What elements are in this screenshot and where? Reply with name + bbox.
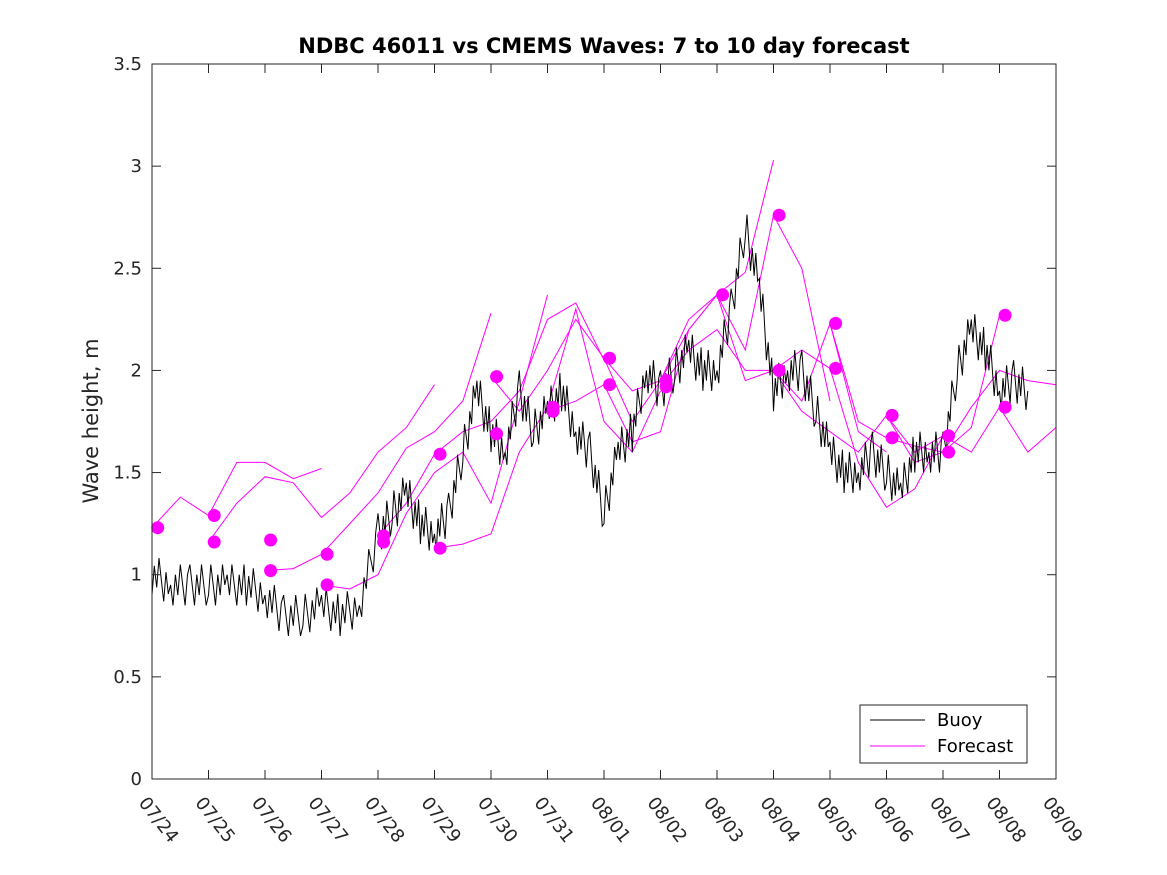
forecast-marker-12 [490,427,504,441]
forecast-marker-24 [885,408,899,422]
forecast-marker-4 [264,564,278,578]
forecast-line-1 [208,384,435,543]
forecast-marker-2 [207,535,221,549]
forecast-line-13 [886,406,1057,453]
forecast-marker-23 [829,361,843,375]
forecast-marker-11 [490,370,504,384]
legend-buoy-label: Buoy [937,710,983,731]
plot-area [151,159,1057,637]
y-tick-label: 2.5 [113,258,142,279]
forecast-marker-10 [433,541,447,555]
forecast-marker-19 [716,288,730,302]
y-tick-label: 1 [131,565,142,586]
forecast-marker-5 [320,547,334,561]
y-tick-label: 0 [131,769,142,790]
forecast-marker-28 [998,308,1012,322]
forecast-marker-21 [772,363,786,377]
forecast-marker-20 [772,208,786,222]
legend-box [859,704,1028,764]
forecast-line-0 [151,461,322,529]
y-tick-label: 0.5 [113,667,142,688]
forecast-line-2 [264,313,492,572]
y-tick-label: 1.5 [113,463,142,484]
forecast-marker-15 [603,351,617,365]
forecast-marker-8 [377,535,391,549]
forecast-marker-18 [659,380,673,394]
forecast-marker-27 [942,445,956,459]
forecast-marker-14 [546,404,560,418]
legend-forecast-label: Forecast [937,736,1013,757]
forecast-line-4 [377,302,605,537]
forecast-marker-26 [942,429,956,443]
y-tick-label: 3.5 [113,54,142,75]
forecast-marker-9 [433,447,447,461]
forecast-marker-16 [603,378,617,392]
y-axis-label: Wave height, m [79,338,103,503]
forecast-marker-0 [151,521,165,535]
forecast-marker-22 [829,316,843,330]
y-tick-label: 2 [131,360,142,381]
forecast-marker-1 [207,509,221,522]
chart-title: NDBC 46011 vs CMEMS Waves: 7 to 10 day f… [298,34,909,58]
buoy-line [151,214,1029,637]
forecast-marker-29 [998,400,1012,414]
y-tick-label: 3 [131,156,142,177]
forecast-marker-6 [320,578,334,592]
forecast-marker-3 [264,533,278,547]
forecast-marker-25 [885,431,899,445]
legend: Buoy Forecast [859,704,1028,764]
